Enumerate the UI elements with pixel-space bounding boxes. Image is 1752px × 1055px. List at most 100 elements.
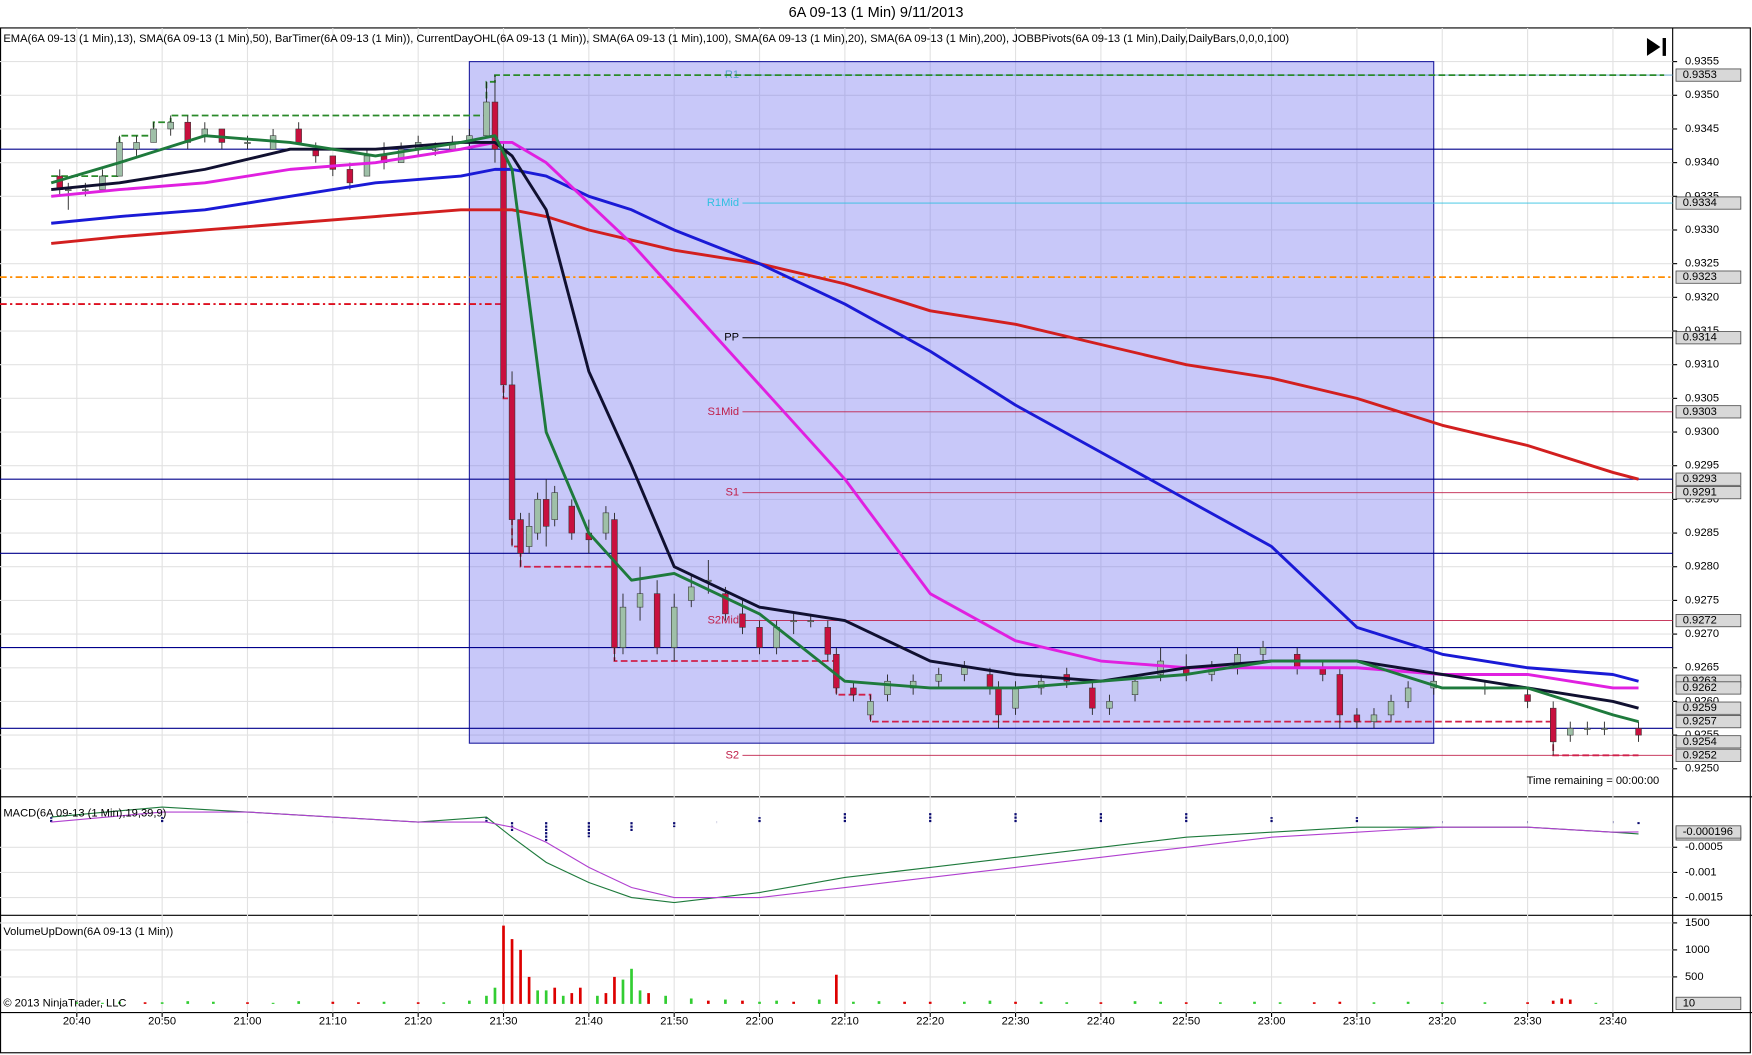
price-marker-label: 0.9334 bbox=[1683, 197, 1717, 209]
price-marker-label: 0.9262 bbox=[1683, 682, 1717, 694]
volume-bar bbox=[1253, 1001, 1256, 1004]
candle-body bbox=[1550, 707, 1557, 743]
volume-bar bbox=[877, 1001, 881, 1004]
button-icon bbox=[1646, 37, 1661, 56]
x-tick-label: 22:50 bbox=[1172, 1015, 1200, 1027]
volume-bar bbox=[689, 998, 693, 1004]
volume-bar bbox=[758, 1001, 761, 1004]
volume-bar bbox=[852, 1001, 855, 1004]
price-marker-label: 0.9314 bbox=[1683, 332, 1717, 344]
volume-bar bbox=[1014, 1001, 1017, 1004]
y-tick-label: -0.0015 bbox=[1685, 892, 1723, 904]
volume-bar bbox=[1406, 1001, 1410, 1004]
price-marker bbox=[1675, 701, 1742, 715]
volume-bar bbox=[527, 976, 531, 1004]
candle-body bbox=[1353, 714, 1361, 722]
volume-bar bbox=[596, 995, 599, 1004]
volume-bar bbox=[1483, 1002, 1487, 1004]
volume-bar bbox=[613, 976, 616, 1004]
volume-bar bbox=[1560, 998, 1564, 1004]
volume-bar bbox=[246, 1002, 249, 1004]
macd-label: MACD(6A 09-13 (1 Min),19,39,9) bbox=[3, 808, 166, 820]
volume-bar bbox=[903, 1001, 906, 1004]
volume-bar bbox=[118, 1001, 121, 1004]
y-tick-label: 0.9320 bbox=[1685, 291, 1719, 303]
candle-body bbox=[824, 627, 831, 655]
price-marker-label: 0.9323 bbox=[1683, 271, 1717, 283]
volume-bar bbox=[544, 990, 548, 1004]
volume-bar bbox=[988, 1000, 992, 1004]
volume-bar bbox=[928, 1001, 932, 1004]
candle-body bbox=[1259, 647, 1267, 655]
price-marker-label: 0.9272 bbox=[1683, 615, 1717, 627]
pivot-label: R1Mid bbox=[707, 197, 739, 209]
volume-bar bbox=[706, 1000, 710, 1004]
candle-body bbox=[517, 519, 524, 554]
volume-bar bbox=[664, 995, 667, 1004]
volume-bar bbox=[1551, 1000, 1555, 1004]
candle-body bbox=[363, 155, 371, 177]
volume-bar bbox=[792, 1001, 796, 1004]
candle-body bbox=[116, 142, 123, 177]
price-marker bbox=[1675, 405, 1742, 419]
pivot-label: S2Mid bbox=[707, 615, 739, 627]
x-tick-label: 22:20 bbox=[916, 1015, 944, 1027]
moving-average bbox=[51, 140, 1639, 710]
candle-body bbox=[1601, 728, 1608, 730]
y-tick-label: 0.9325 bbox=[1685, 258, 1719, 270]
y-tick-label: 0.9330 bbox=[1685, 224, 1719, 236]
candle-body bbox=[397, 148, 405, 163]
price-marker bbox=[1675, 748, 1742, 762]
volume-bar bbox=[621, 979, 625, 1004]
price-marker-label: -0.000196 bbox=[1683, 826, 1733, 838]
volume-bar bbox=[1372, 1002, 1376, 1004]
volume-bar bbox=[297, 1001, 301, 1004]
volume-bar bbox=[1526, 1002, 1529, 1004]
candle-body bbox=[1584, 728, 1591, 730]
button-icon bbox=[1662, 37, 1666, 56]
price-marker bbox=[1675, 270, 1742, 284]
volume-bar bbox=[647, 993, 650, 1004]
volume-bar bbox=[1338, 1001, 1342, 1004]
candle-body bbox=[935, 674, 942, 682]
candle-body bbox=[884, 680, 891, 695]
price-marker bbox=[1675, 486, 1742, 500]
candle-body bbox=[1106, 701, 1113, 709]
volume-bar bbox=[1594, 1002, 1598, 1004]
copyright: © 2013 NinjaTrader, LLC bbox=[3, 998, 126, 1010]
candle-body bbox=[568, 505, 575, 534]
price-marker bbox=[1675, 735, 1742, 749]
y-tick-label: 0.9350 bbox=[1685, 89, 1719, 101]
go-to-end-button[interactable] bbox=[1646, 37, 1666, 56]
volume-bar bbox=[75, 1002, 79, 1004]
volume-bar bbox=[536, 990, 539, 1004]
chart-title: 6A 09-13 (1 Min) 9/11/2013 bbox=[789, 5, 964, 21]
candle-body bbox=[65, 189, 72, 191]
x-tick-label: 22:30 bbox=[1002, 1015, 1030, 1027]
x-tick-label: 23:30 bbox=[1514, 1015, 1542, 1027]
volume-bar bbox=[1440, 1002, 1444, 1004]
candle-body bbox=[739, 613, 746, 628]
candle-body bbox=[1089, 687, 1096, 709]
volume-bar bbox=[1568, 999, 1572, 1004]
pivot-label: PP bbox=[724, 332, 739, 344]
volume-bar bbox=[212, 1001, 215, 1004]
volume-bar bbox=[578, 987, 582, 1004]
candle-body bbox=[525, 526, 533, 547]
volume-bar bbox=[1133, 1001, 1137, 1004]
price-marker-label: 0.9303 bbox=[1683, 406, 1717, 418]
x-tick-label: 22:10 bbox=[831, 1015, 859, 1027]
candle-body bbox=[602, 512, 610, 534]
candle-body bbox=[995, 687, 1002, 716]
price-marker bbox=[1675, 996, 1742, 1010]
candle-body bbox=[986, 674, 994, 689]
volume-bar bbox=[331, 1001, 335, 1004]
volume-bar bbox=[502, 925, 505, 1004]
volume-bar bbox=[101, 1002, 104, 1004]
candle-body bbox=[790, 620, 797, 623]
volume-bar bbox=[510, 939, 514, 1004]
y-tick-label: 0.9300 bbox=[1685, 426, 1719, 438]
volume-bar bbox=[553, 987, 557, 1004]
